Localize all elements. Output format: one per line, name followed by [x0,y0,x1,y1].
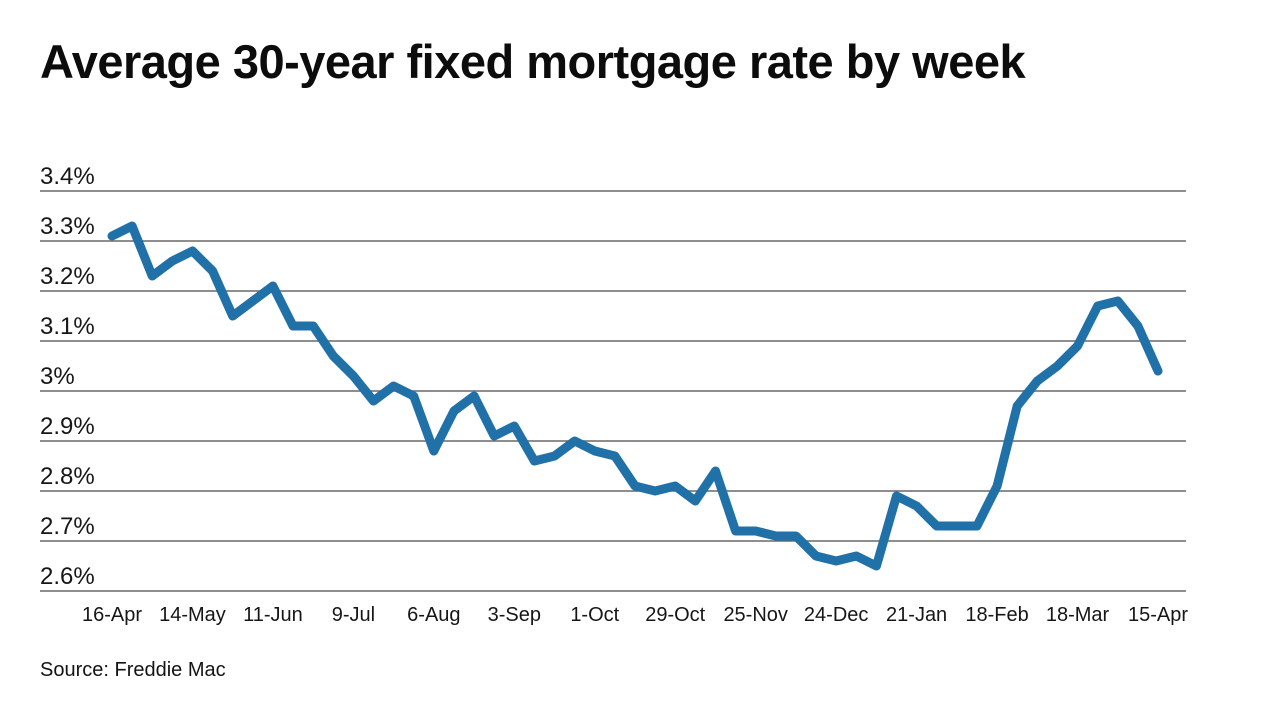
x-axis-tick-label: 1-Oct [570,604,619,626]
x-axis-tick-label: 3-Sep [488,604,541,626]
x-axis-tick-label: 21-Jan [886,604,947,626]
x-axis-tick-label: 14-May [159,604,226,626]
x-axis-tick-label: 29-Oct [645,604,705,626]
y-axis-tick-label: 3.2% [40,263,95,290]
x-axis-tick-label: 18-Mar [1046,604,1110,626]
x-axis-tick-label: 18-Feb [965,604,1028,626]
y-axis-tick-label: 2.7% [40,513,95,540]
x-axis-tick-label: 25-Nov [723,604,787,626]
y-axis-tick-label: 3.4% [40,163,95,190]
y-axis-tick-label: 3.1% [40,313,95,340]
x-axis-tick-label: 15-Apr [1128,604,1188,626]
chart-title: Average 30-year fixed mortgage rate by w… [40,35,1026,88]
y-axis-tick-label: 2.8% [40,463,95,490]
source-caption: Source: Freddie Mac [40,659,226,681]
x-axis-tick-label: 24-Dec [804,604,868,626]
x-axis-tick-label: 6-Aug [407,604,460,626]
x-axis-tick-label: 16-Apr [82,604,142,626]
y-axis-tick-label: 2.9% [40,413,95,440]
y-axis-tick-label: 3% [40,363,75,390]
rate-line-series [107,221,1163,571]
x-axis-tick-label: 9-Jul [332,604,375,626]
x-axis-tick-label: 11-Jun [243,604,303,626]
line-chart: 3.4% 3.3% 3.2% 3.1% 3% 2.9% 2.8% 2.7% 2.6% 16-Apr… [40,163,1188,626]
y-axis-tick-label: 2.6% [40,563,95,590]
y-axis-tick-label: 3.3% [40,213,95,240]
